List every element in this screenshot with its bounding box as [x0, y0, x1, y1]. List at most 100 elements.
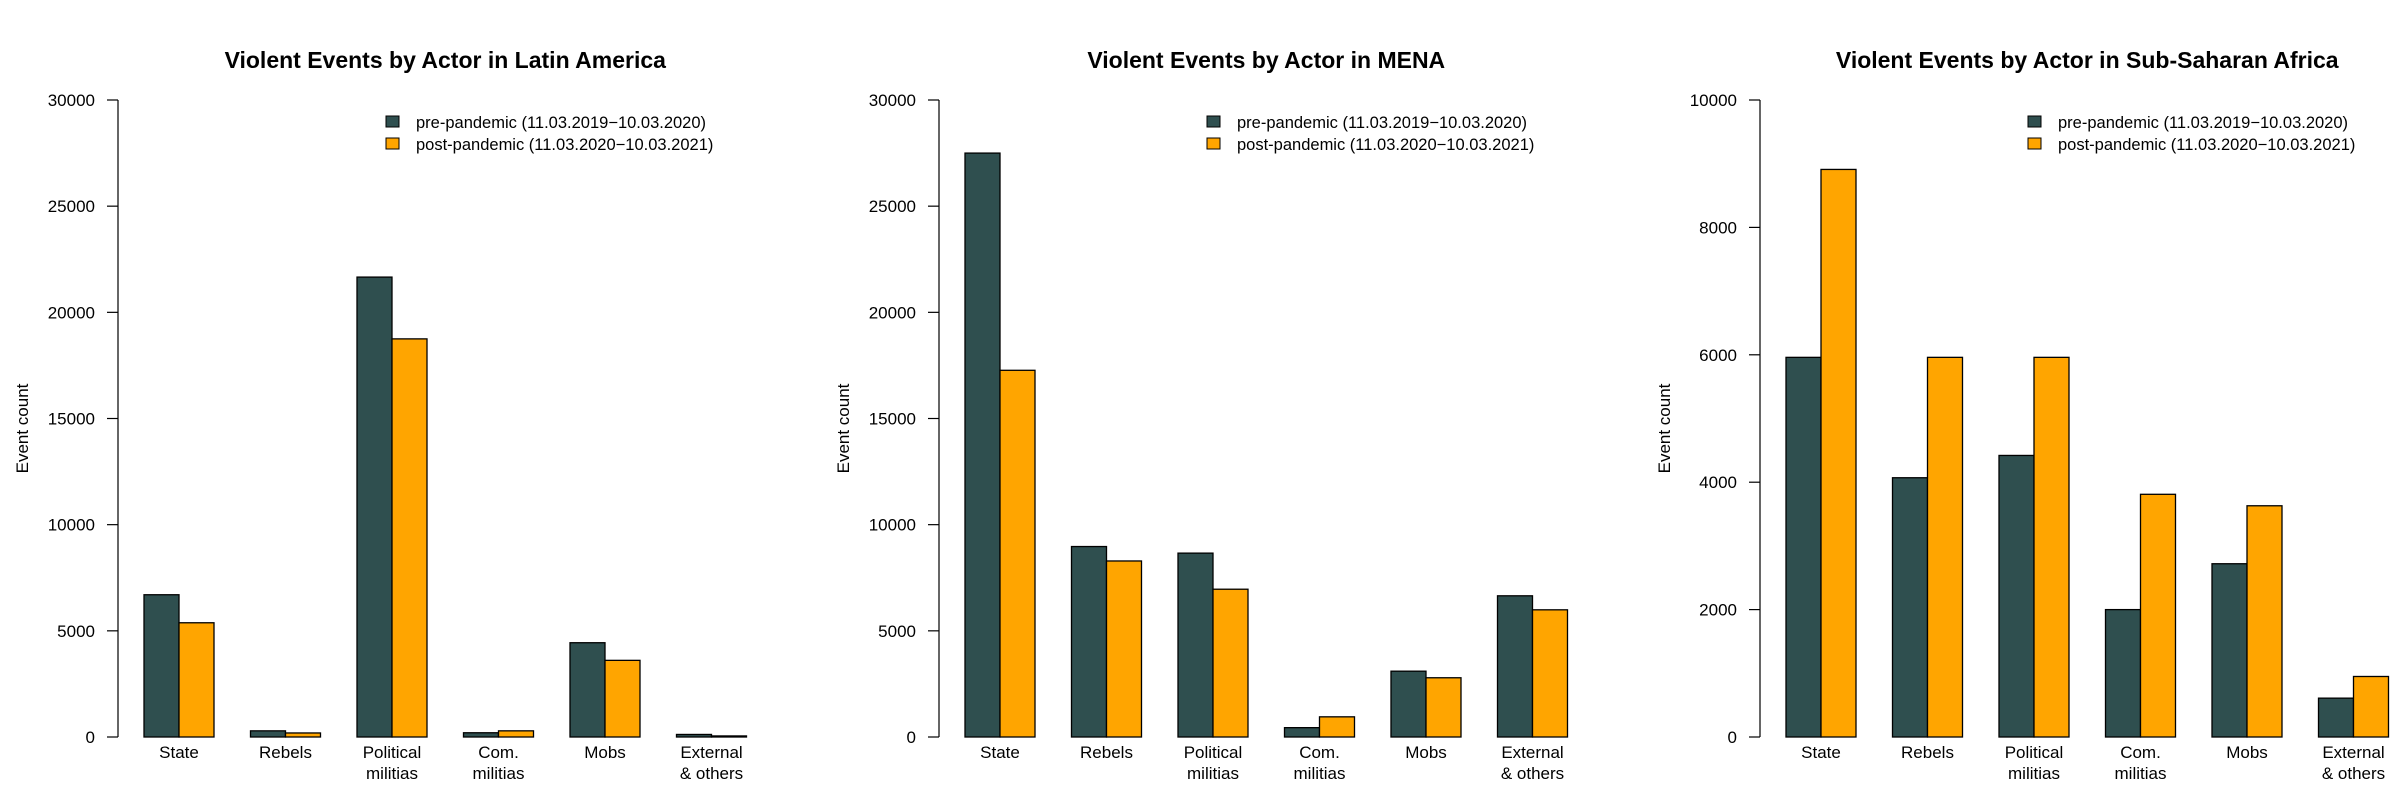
y-tick-label: 0: [1728, 728, 1737, 747]
x-category-label: Mobs: [1405, 743, 1447, 762]
y-tick-label: 0: [907, 728, 916, 747]
x-category-label: State: [159, 743, 199, 762]
legend-label: post-pandemic (11.03.2020−10.03.2021): [2058, 136, 2355, 154]
x-category-label: Rebels: [1901, 743, 1954, 762]
x-category-label: State: [980, 743, 1020, 762]
x-category-label: militias: [2115, 764, 2167, 783]
bar-pre-pandemic: [964, 152, 1001, 738]
y-axis-label: Event count: [834, 383, 853, 473]
bar-post-pandemic: [2352, 675, 2390, 738]
legend-swatch: [1206, 137, 1221, 150]
y-tick-label: 5000: [57, 622, 95, 641]
y-tick-label: 10000: [869, 516, 916, 535]
y-axis-label: Event count: [13, 383, 32, 473]
y-tick-label: 4000: [1699, 473, 1737, 492]
legend-swatch: [385, 137, 400, 150]
bar-pre-pandemic: [2211, 563, 2248, 738]
x-category-label: External: [680, 743, 742, 762]
x-category-label: & others: [1501, 764, 1564, 783]
x-category-label: Political: [2005, 743, 2064, 762]
x-category-label: External: [2322, 743, 2384, 762]
bar-post-pandemic: [604, 659, 641, 738]
bar-post-pandemic: [999, 369, 1036, 738]
x-category-label: Political: [1184, 743, 1243, 762]
legend-label: pre-pandemic (11.03.2019−10.03.2020): [2058, 114, 2348, 132]
y-tick-label: 5000: [878, 622, 916, 641]
legend-label: post-pandemic (11.03.2020−10.03.2021): [416, 136, 713, 154]
legend-swatch: [385, 115, 400, 128]
bar-pre-pandemic: [675, 733, 713, 738]
chart-panel-0: Violent Events by Actor in Latin America…: [13, 47, 748, 783]
x-category-label: & others: [2322, 764, 2385, 783]
x-category-label: Political: [363, 743, 422, 762]
legend-label: post-pandemic (11.03.2020−10.03.2021): [1237, 136, 1534, 154]
legend-swatch: [1206, 115, 1221, 128]
legend-label: pre-pandemic (11.03.2019−10.03.2020): [1237, 114, 1527, 132]
x-category-label: State: [1801, 743, 1841, 762]
bar-post-pandemic: [284, 732, 322, 738]
x-category-label: Mobs: [2226, 743, 2268, 762]
bar-post-pandemic: [497, 730, 535, 738]
x-category-label: militias: [1187, 764, 1239, 783]
bar-pre-pandemic: [1891, 477, 1929, 738]
x-category-label: militias: [366, 764, 418, 783]
y-tick-label: 25000: [48, 197, 95, 216]
bar-pre-pandemic: [1998, 454, 2035, 738]
bar-pre-pandemic: [1177, 552, 1214, 738]
bar-pre-pandemic: [249, 730, 287, 738]
x-category-label: & others: [680, 764, 743, 783]
bar-post-pandemic: [1425, 677, 1462, 738]
chart-panel-1: Violent Events by Actor in MENA 0 5000 1000…: [834, 47, 1569, 783]
bar-pre-pandemic: [569, 642, 606, 738]
bar-pre-pandemic: [1496, 595, 1534, 738]
y-tick-label: 25000: [869, 197, 916, 216]
y-tick-label: 2000: [1699, 601, 1737, 620]
y-tick-label: 15000: [48, 410, 95, 429]
bar-post-pandemic: [2246, 505, 2283, 738]
bar-post-pandemic: [1531, 609, 1569, 738]
bar-post-pandemic: [1105, 560, 1143, 738]
bar-pre-pandemic: [2317, 697, 2355, 738]
y-tick-label: 30000: [869, 91, 916, 110]
x-category-label: Com.: [1299, 743, 1340, 762]
x-category-label: External: [1501, 743, 1563, 762]
legend-swatch: [2027, 137, 2042, 150]
y-tick-label: 10000: [1690, 91, 1737, 110]
x-category-label: militias: [2008, 764, 2060, 783]
bar-pre-pandemic: [1390, 670, 1427, 738]
chart-title: Violent Events by Actor in Sub-Saharan A…: [1836, 47, 2339, 73]
bar-pre-pandemic: [1785, 356, 1822, 738]
bar-post-pandemic: [1318, 716, 1356, 738]
y-tick-label: 6000: [1699, 346, 1737, 365]
bar-post-pandemic: [391, 338, 428, 738]
bar-pre-pandemic: [1283, 727, 1321, 738]
y-tick-label: 20000: [48, 303, 95, 322]
legend-label: pre-pandemic (11.03.2019−10.03.2020): [416, 114, 706, 132]
x-category-label: Rebels: [1080, 743, 1133, 762]
y-tick-label: 0: [86, 728, 95, 747]
y-axis-label: Event count: [1655, 383, 1674, 473]
chart-panel-2: Violent Events by Actor in Sub-Saharan A…: [1655, 47, 2390, 783]
legend-swatch: [2027, 115, 2042, 128]
y-tick-label: 8000: [1699, 218, 1737, 237]
chart-title: Violent Events by Actor in Latin America: [225, 47, 667, 73]
bar-pre-pandemic: [2104, 608, 2142, 738]
y-tick-label: 10000: [48, 516, 95, 535]
bar-post-pandemic: [1212, 588, 1249, 738]
x-category-label: Com.: [2120, 743, 2161, 762]
chart-title: Violent Events by Actor in MENA: [1087, 47, 1445, 73]
bar-post-pandemic: [2033, 356, 2070, 738]
bar-post-pandemic: [2139, 493, 2177, 738]
y-tick-label: 30000: [48, 91, 95, 110]
x-category-label: Rebels: [259, 743, 312, 762]
y-tick-label: 15000: [869, 410, 916, 429]
bar-pre-pandemic: [462, 732, 500, 738]
bar-pre-pandemic: [143, 594, 180, 738]
y-tick-label: 20000: [869, 303, 916, 322]
bar-post-pandemic: [1820, 168, 1857, 738]
bar-post-pandemic: [1926, 356, 1964, 738]
x-category-label: militias: [473, 764, 525, 783]
x-category-label: Com.: [478, 743, 519, 762]
bar-pre-pandemic: [1070, 545, 1108, 738]
